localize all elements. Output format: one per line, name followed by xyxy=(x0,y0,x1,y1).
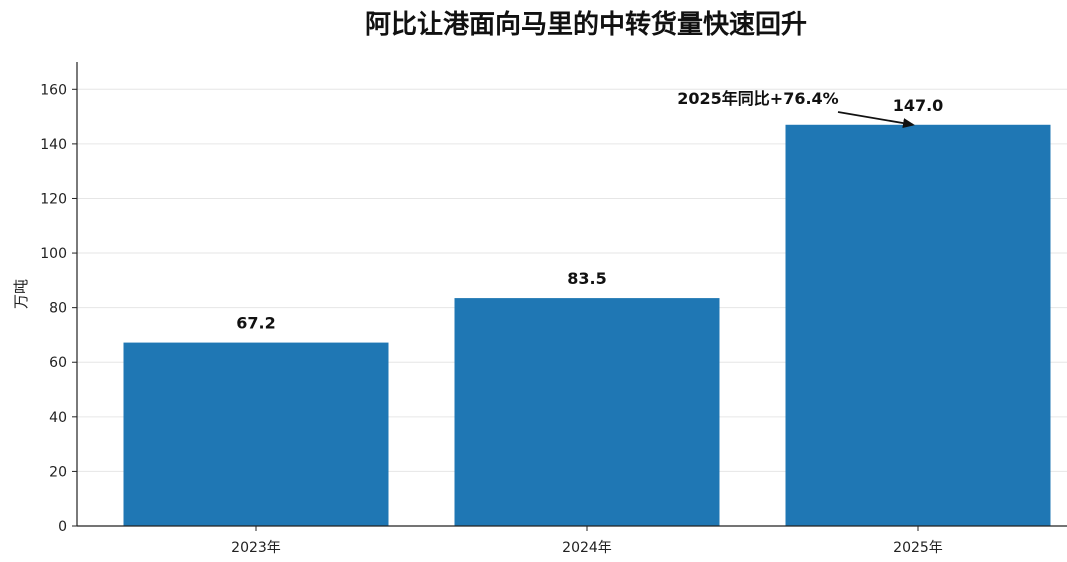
annotation-arrow xyxy=(837,111,915,129)
y-tick-label: 60 xyxy=(49,355,67,371)
x-tick-label: 2024年 xyxy=(562,540,612,556)
y-axis-label: 万吨 xyxy=(12,279,30,309)
bar-1 xyxy=(123,342,389,526)
y-tick-label: 120 xyxy=(40,191,67,207)
y-tick-label: 0 xyxy=(58,519,67,535)
y-tick-label: 100 xyxy=(40,246,67,262)
y-tick-label: 40 xyxy=(49,410,67,426)
annotations: 2025年同比+76.4% xyxy=(677,89,915,129)
bars xyxy=(123,124,1051,526)
bar-value-label: 67.2 xyxy=(236,314,275,333)
chart-title: 阿比让港面向马里的中转货量快速回升 xyxy=(365,9,807,40)
value-labels: 67.2 83.5 147.0 xyxy=(236,96,943,333)
axes: 0 20 40 60 80 100 120 140 160 2023年 2024年 2025年 xyxy=(40,62,1067,556)
bar-value-label: 147.0 xyxy=(893,96,944,115)
bar-3 xyxy=(785,124,1051,526)
y-tick-label: 20 xyxy=(49,464,67,480)
y-tick-label: 140 xyxy=(40,137,67,153)
x-tick-label: 2025年 xyxy=(893,540,943,556)
x-tick-label: 2023年 xyxy=(231,540,281,556)
bar-value-label: 83.5 xyxy=(567,269,606,288)
y-tick-label: 80 xyxy=(49,301,67,317)
annotation-text: 2025年同比+76.4% xyxy=(677,89,838,108)
bar-2 xyxy=(454,298,720,526)
y-tick-label: 160 xyxy=(40,82,67,98)
